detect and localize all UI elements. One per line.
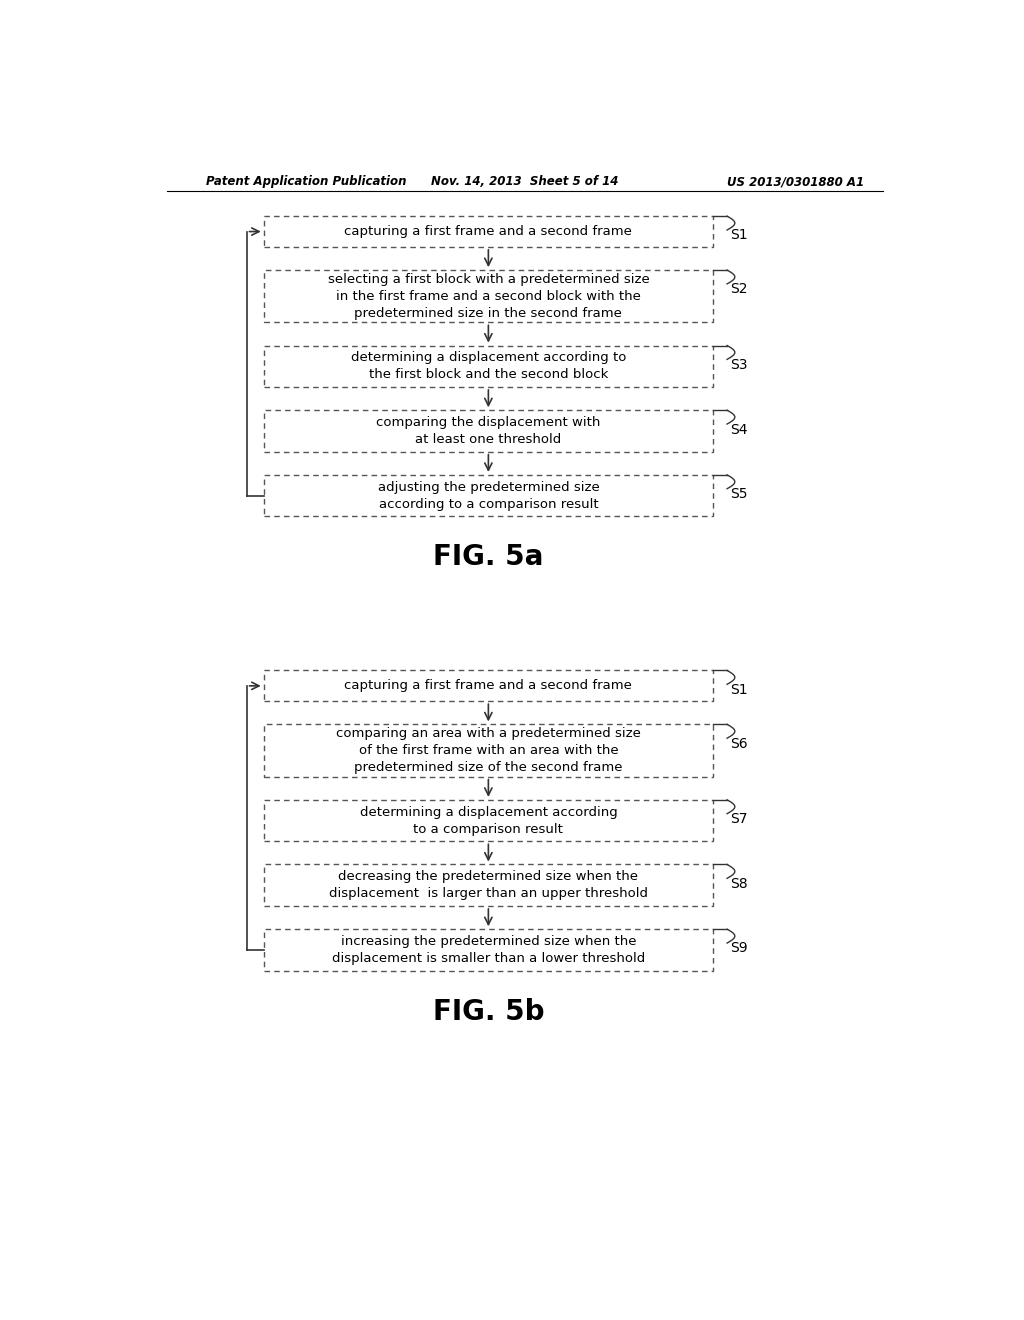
Text: FIG. 5b: FIG. 5b <box>432 998 544 1026</box>
FancyBboxPatch shape <box>263 800 713 841</box>
Text: FIG. 5a: FIG. 5a <box>433 544 544 572</box>
Text: S5: S5 <box>730 487 748 502</box>
Text: determining a displacement according to
the first block and the second block: determining a displacement according to … <box>350 351 626 381</box>
FancyBboxPatch shape <box>263 411 713 451</box>
Text: S7: S7 <box>730 812 748 826</box>
FancyBboxPatch shape <box>263 865 713 906</box>
Text: increasing the predetermined size when the
displacement is smaller than a lower : increasing the predetermined size when t… <box>332 935 645 965</box>
FancyBboxPatch shape <box>263 271 713 322</box>
FancyBboxPatch shape <box>263 671 713 701</box>
Text: Patent Application Publication: Patent Application Publication <box>206 176 406 189</box>
Text: capturing a first frame and a second frame: capturing a first frame and a second fra… <box>344 224 632 238</box>
Text: determining a displacement according
to a comparison result: determining a displacement according to … <box>359 805 617 836</box>
Text: S6: S6 <box>730 737 748 751</box>
Text: S1: S1 <box>730 228 748 243</box>
Text: US 2013/0301880 A1: US 2013/0301880 A1 <box>727 176 864 189</box>
Text: comparing an area with a predetermined size
of the first frame with an area with: comparing an area with a predetermined s… <box>336 727 641 774</box>
Text: selecting a first block with a predetermined size
in the first frame and a secon: selecting a first block with a predeterm… <box>328 273 649 319</box>
FancyBboxPatch shape <box>263 475 713 516</box>
Text: S4: S4 <box>730 422 748 437</box>
Text: Nov. 14, 2013  Sheet 5 of 14: Nov. 14, 2013 Sheet 5 of 14 <box>431 176 618 189</box>
Text: comparing the displacement with
at least one threshold: comparing the displacement with at least… <box>376 416 600 446</box>
Text: S8: S8 <box>730 876 748 891</box>
Text: S3: S3 <box>730 358 748 372</box>
FancyBboxPatch shape <box>263 216 713 247</box>
Text: S9: S9 <box>730 941 748 956</box>
Text: adjusting the predetermined size
according to a comparison result: adjusting the predetermined size accordi… <box>378 480 599 511</box>
Text: decreasing the predetermined size when the
displacement  is larger than an upper: decreasing the predetermined size when t… <box>329 870 648 900</box>
Text: capturing a first frame and a second frame: capturing a first frame and a second fra… <box>344 680 632 693</box>
FancyBboxPatch shape <box>263 346 713 387</box>
FancyBboxPatch shape <box>263 725 713 776</box>
Text: S1: S1 <box>730 682 748 697</box>
FancyBboxPatch shape <box>263 929 713 970</box>
Text: S2: S2 <box>730 282 748 297</box>
